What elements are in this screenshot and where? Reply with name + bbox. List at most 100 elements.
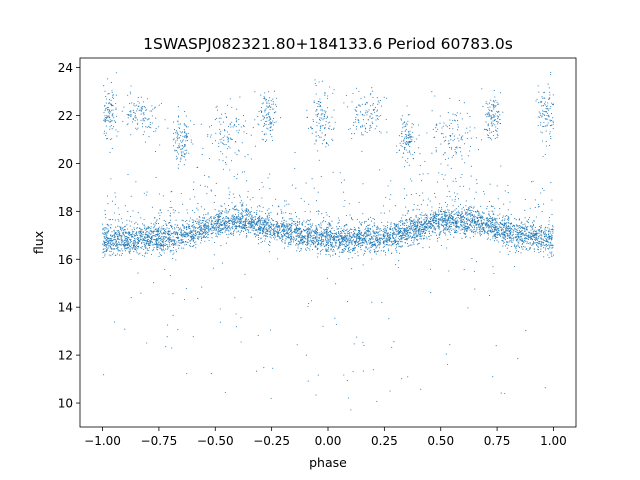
- data-point: [351, 228, 353, 231]
- data-point: [175, 243, 177, 245]
- data-point: [245, 224, 247, 227]
- data-point: [272, 231, 274, 233]
- data-point: [239, 234, 241, 236]
- data-point: [481, 224, 483, 226]
- data-point: [259, 205, 261, 207]
- data-point: [246, 220, 248, 222]
- data-point: [446, 225, 448, 227]
- data-point: [228, 230, 230, 232]
- data-point: [183, 232, 185, 234]
- data-point: [315, 246, 317, 248]
- data-point: [298, 218, 300, 220]
- data-point: [378, 233, 380, 235]
- data-point: [102, 233, 104, 235]
- data-point: [210, 222, 212, 224]
- data-point: [383, 250, 385, 252]
- data-point: [210, 218, 212, 220]
- data-point: [360, 245, 362, 247]
- data-point: [459, 232, 461, 235]
- data-point: [133, 233, 135, 236]
- data-point: [284, 230, 286, 232]
- data-point: [509, 223, 511, 225]
- data-point: [423, 235, 426, 237]
- data-point: [322, 234, 324, 236]
- data-point: [363, 239, 365, 241]
- data-point: [229, 227, 231, 229]
- data-point: [370, 233, 372, 235]
- data-point: [179, 234, 181, 236]
- data-point: [460, 224, 462, 226]
- data-point: [486, 217, 488, 219]
- data-point: [115, 226, 117, 228]
- data-point: [291, 234, 293, 236]
- data-point: [510, 213, 512, 215]
- data-point: [533, 248, 535, 250]
- data-point: [155, 220, 157, 222]
- data-point: [358, 245, 360, 247]
- data-point: [327, 233, 329, 235]
- data-point: [159, 254, 162, 256]
- data-point: [344, 235, 346, 237]
- data-point: [339, 226, 341, 228]
- data-point: [116, 230, 118, 232]
- data-point: [470, 222, 472, 224]
- data-point: [195, 229, 197, 231]
- data-point: [296, 225, 299, 227]
- data-point: [227, 229, 229, 231]
- data-point: [515, 219, 517, 221]
- data-point: [488, 228, 490, 230]
- data-point: [175, 244, 177, 246]
- data-point: [503, 232, 505, 234]
- data-point: [172, 240, 174, 242]
- data-point: [338, 221, 340, 223]
- data-point: [438, 221, 440, 223]
- data-point: [452, 218, 454, 220]
- data-point: [121, 252, 123, 254]
- data-point: [484, 227, 486, 229]
- data-point: [319, 226, 321, 228]
- data-point: [349, 232, 351, 234]
- data-point: [379, 234, 381, 236]
- data-point: [417, 243, 419, 245]
- data-point: [183, 241, 185, 244]
- data-point: [484, 231, 486, 233]
- data-point: [121, 232, 123, 234]
- data-point: [343, 226, 345, 228]
- data-point: [487, 220, 489, 222]
- data-point: [290, 213, 292, 215]
- data-point: [532, 244, 534, 246]
- data-point: [467, 217, 469, 219]
- data-point: [129, 250, 131, 252]
- data-point: [169, 224, 171, 226]
- data-point: [136, 234, 138, 236]
- data-point: [427, 228, 429, 230]
- data-point: [548, 220, 550, 222]
- data-point: [514, 243, 516, 245]
- data-point: [353, 226, 355, 228]
- data-point: [490, 227, 493, 229]
- data-point: [449, 222, 451, 224]
- data-point: [168, 238, 170, 241]
- data-point: [309, 229, 311, 231]
- data-point: [138, 231, 140, 233]
- data-point: [186, 229, 188, 231]
- data-point: [422, 229, 424, 231]
- data-point: [213, 223, 215, 225]
- data-point: [469, 215, 472, 217]
- data-point: [456, 226, 458, 228]
- data-point: [398, 228, 400, 230]
- data-point: [355, 240, 357, 242]
- data-point: [464, 223, 466, 225]
- data-point: [111, 253, 113, 255]
- data-point: [402, 227, 404, 229]
- data-point: [525, 225, 527, 227]
- data-point: [370, 249, 372, 251]
- data-point: [103, 229, 105, 231]
- data-point: [276, 227, 278, 229]
- data-point: [461, 208, 463, 210]
- data-point: [277, 233, 279, 235]
- data-point: [233, 206, 236, 208]
- data-point: [304, 229, 307, 231]
- data-point: [200, 228, 202, 230]
- data-point: [433, 211, 435, 213]
